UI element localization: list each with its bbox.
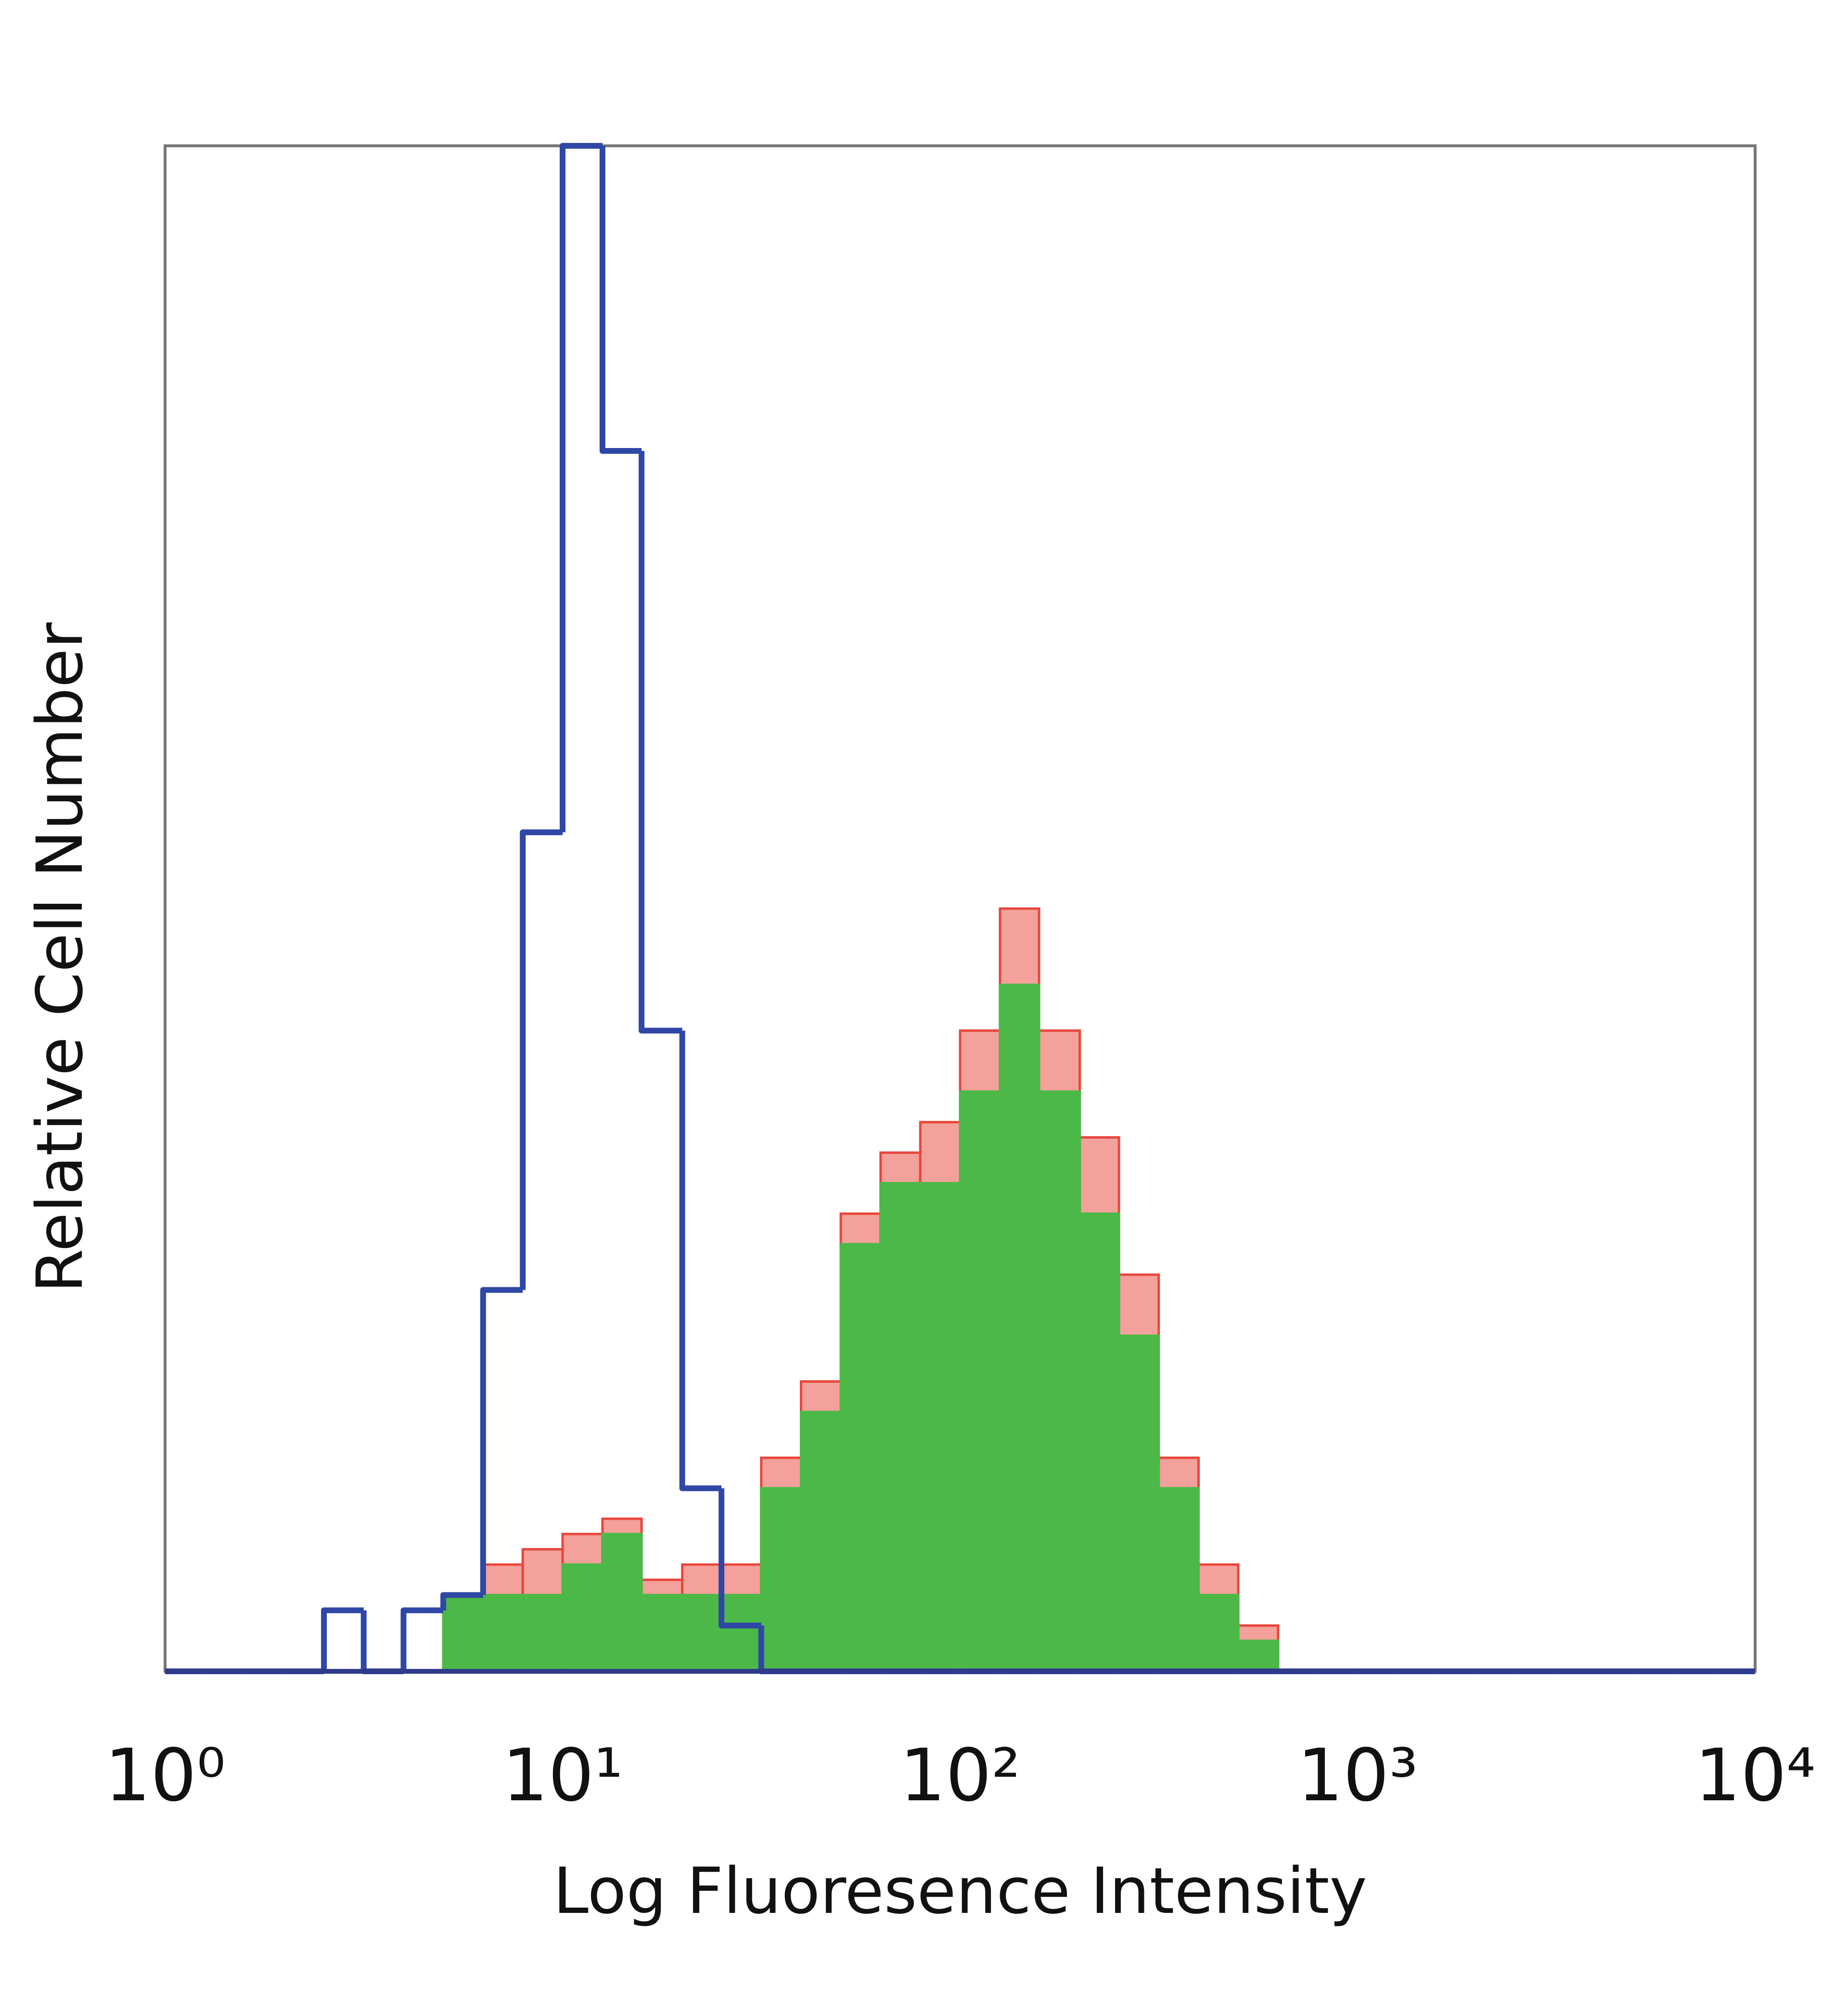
histogram-bar [1038, 1090, 1081, 1673]
histogram-step [480, 1287, 523, 1595]
histogram-step [400, 1607, 444, 1671]
histogram-bar [561, 1563, 604, 1673]
histogram-bar [1117, 1334, 1160, 1673]
histogram-step [321, 1607, 364, 1671]
histogram-step [440, 1592, 483, 1611]
histogram-bar [919, 1182, 962, 1673]
histogram-bar [959, 1090, 1001, 1673]
y-axis-label: Relative Cell Number [23, 622, 97, 1293]
histogram-bar [681, 1594, 723, 1673]
histogram-step [719, 1488, 761, 1628]
x-tick-label: 10¹ [502, 1734, 623, 1818]
histogram-bar [720, 1594, 763, 1673]
histogram-step [599, 146, 642, 454]
histogram-bar [1157, 1487, 1200, 1673]
histogram-step [560, 143, 603, 833]
histogram-bar [640, 1594, 684, 1673]
histogram-bar [999, 984, 1040, 1673]
histogram-bar [521, 1594, 564, 1673]
histogram-bar [442, 1594, 485, 1673]
histogram-bar [482, 1594, 524, 1673]
x-axis-label: Log Fluoresence Intensity [553, 1854, 1367, 1928]
histogram-bar [1197, 1594, 1240, 1673]
histogram-bar [760, 1487, 803, 1673]
histogram-bar [879, 1182, 922, 1673]
x-tick-label: 10⁴ [1694, 1734, 1815, 1818]
histogram-step [360, 1610, 404, 1674]
histogram-step [639, 451, 682, 1034]
x-tick-label: 10⁰ [104, 1734, 225, 1818]
histogram-step [679, 1030, 722, 1491]
histogram-step [520, 829, 563, 1290]
x-tick-label: 10² [899, 1734, 1020, 1818]
histogram-bar [1237, 1640, 1280, 1673]
histogram-bar [601, 1533, 643, 1673]
histogram-bar [1078, 1212, 1120, 1673]
histogram-bar [800, 1410, 842, 1673]
histogram-bar [839, 1243, 882, 1673]
x-tick-label: 10³ [1297, 1734, 1418, 1818]
